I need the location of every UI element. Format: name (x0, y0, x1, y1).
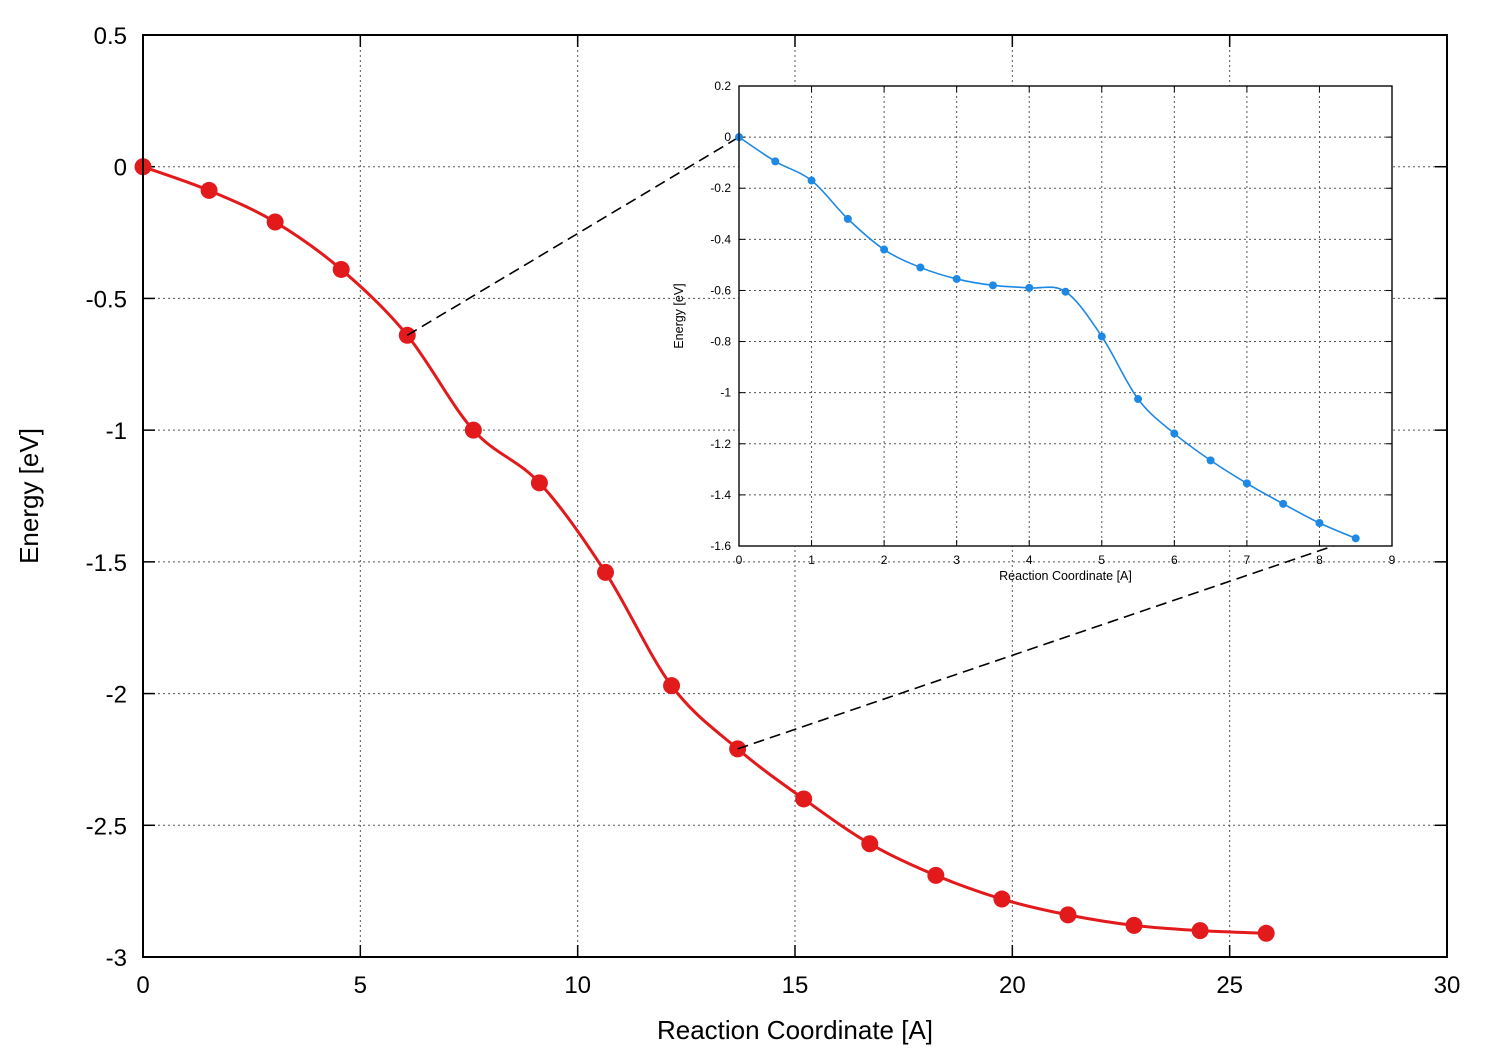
x-tick-label: 30 (1434, 972, 1461, 999)
y-tick-label: 0.2 (714, 79, 731, 93)
x-tick-label: 4 (1026, 553, 1033, 567)
data-point (861, 835, 879, 853)
y-tick-label: -1 (720, 386, 731, 400)
y-tick-label: -1.2 (710, 437, 731, 451)
data-point (880, 245, 889, 254)
main-x-tick-labels: 0 5 10 15 20 25 30 (136, 972, 1460, 999)
data-point (1170, 429, 1179, 438)
data-point (771, 157, 780, 166)
data-point (464, 421, 482, 439)
data-point (993, 890, 1011, 908)
data-point (1059, 906, 1077, 924)
y-tick-label: -3 (106, 945, 127, 972)
inset-frame-border (738, 85, 1393, 547)
y-tick-label: -2.5 (86, 813, 127, 840)
data-point (1134, 395, 1143, 404)
x-tick-label: 0 (136, 972, 149, 999)
x-tick-label: 10 (564, 972, 591, 999)
x-tick-label: 8 (1316, 553, 1323, 567)
inset-y-axis-label: Energy [eV] (672, 283, 686, 348)
data-point (1279, 499, 1288, 508)
data-point (200, 181, 218, 199)
x-tick-label: 6 (1171, 553, 1178, 567)
inset-ticks (738, 85, 1393, 547)
data-point (952, 274, 961, 283)
data-point (916, 263, 925, 272)
y-tick-label: -1.5 (86, 550, 127, 577)
data-point (1351, 534, 1360, 543)
x-tick-label: 3 (953, 553, 960, 567)
x-tick-label: 5 (1098, 553, 1105, 567)
x-tick-label: 9 (1389, 553, 1396, 567)
data-point (1025, 283, 1034, 292)
data-point (807, 176, 816, 185)
data-point (795, 790, 813, 808)
data-point (1206, 456, 1215, 465)
y-tick-label: -1.4 (710, 488, 731, 502)
x-tick-label: 25 (1216, 972, 1243, 999)
data-point (266, 213, 284, 231)
data-point (927, 866, 945, 884)
main-points (134, 158, 1275, 942)
y-tick-label: -0.4 (710, 232, 731, 246)
data-point (1315, 519, 1324, 527)
main-ticks (142, 34, 1448, 958)
data-point (1191, 922, 1209, 940)
y-tick-label: -0.5 (86, 286, 127, 313)
y-tick-label: -0.2 (710, 181, 731, 195)
x-tick-label: 5 (354, 972, 367, 999)
data-point (530, 474, 548, 492)
data-point (332, 260, 350, 278)
main-plot-frame (142, 34, 1448, 958)
data-point (1097, 332, 1106, 341)
x-tick-label: 15 (782, 972, 809, 999)
main-y-axis-label: Energy [eV] (14, 428, 44, 564)
y-tick-label: 0 (114, 155, 127, 182)
data-point (988, 281, 997, 290)
zoom-connector-line (406, 136, 740, 336)
y-tick-label: 0.5 (94, 23, 127, 50)
data-point (1242, 479, 1251, 488)
data-point (1125, 916, 1143, 934)
x-tick-label: 7 (1244, 553, 1251, 567)
inset-plot-frame (738, 85, 1393, 547)
inset-y-tick-labels: 0.2 0 -0.2 -0.4 -0.6 -0.8 -1 -1.2 -1.4 -1.6 (710, 79, 731, 553)
inset-points (735, 133, 1360, 543)
inset-chart: 0 1 2 3 4 5 6 7 8 9 0.2 0 -0.2 -0.4 -0.6 -0.8 -1 -1.2 -1.… (672, 79, 1396, 583)
y-tick-label: -2 (106, 682, 127, 709)
y-tick-label: -1 (106, 418, 127, 445)
x-tick-label: 20 (999, 972, 1026, 999)
y-tick-label: -1.6 (710, 539, 731, 553)
main-x-axis-label: Reaction Coordinate [A] (657, 1015, 933, 1045)
y-tick-label: -0.6 (710, 283, 731, 297)
y-tick-label: -0.8 (710, 335, 731, 349)
x-tick-label: 2 (881, 553, 888, 567)
zoom-connector-line (737, 537, 1356, 750)
data-point (1061, 287, 1070, 296)
inset-grid (739, 86, 1392, 546)
x-tick-label: 1 (808, 553, 815, 567)
data-point (843, 214, 852, 223)
data-point (1257, 924, 1275, 942)
main-y-tick-labels: 0.5 0 -0.5 -1 -1.5 -2 -2.5 -3 (86, 23, 127, 972)
x-tick-label: 0 (736, 553, 743, 567)
inset-x-axis-label: Reaction Coordinate [A] (999, 569, 1132, 583)
inset-x-tick-labels: 0 1 2 3 4 5 6 7 8 9 (736, 553, 1396, 567)
y-tick-label: 0 (724, 130, 731, 144)
zoom-connectors (406, 136, 1356, 750)
data-point (596, 563, 614, 581)
data-point (663, 677, 681, 695)
